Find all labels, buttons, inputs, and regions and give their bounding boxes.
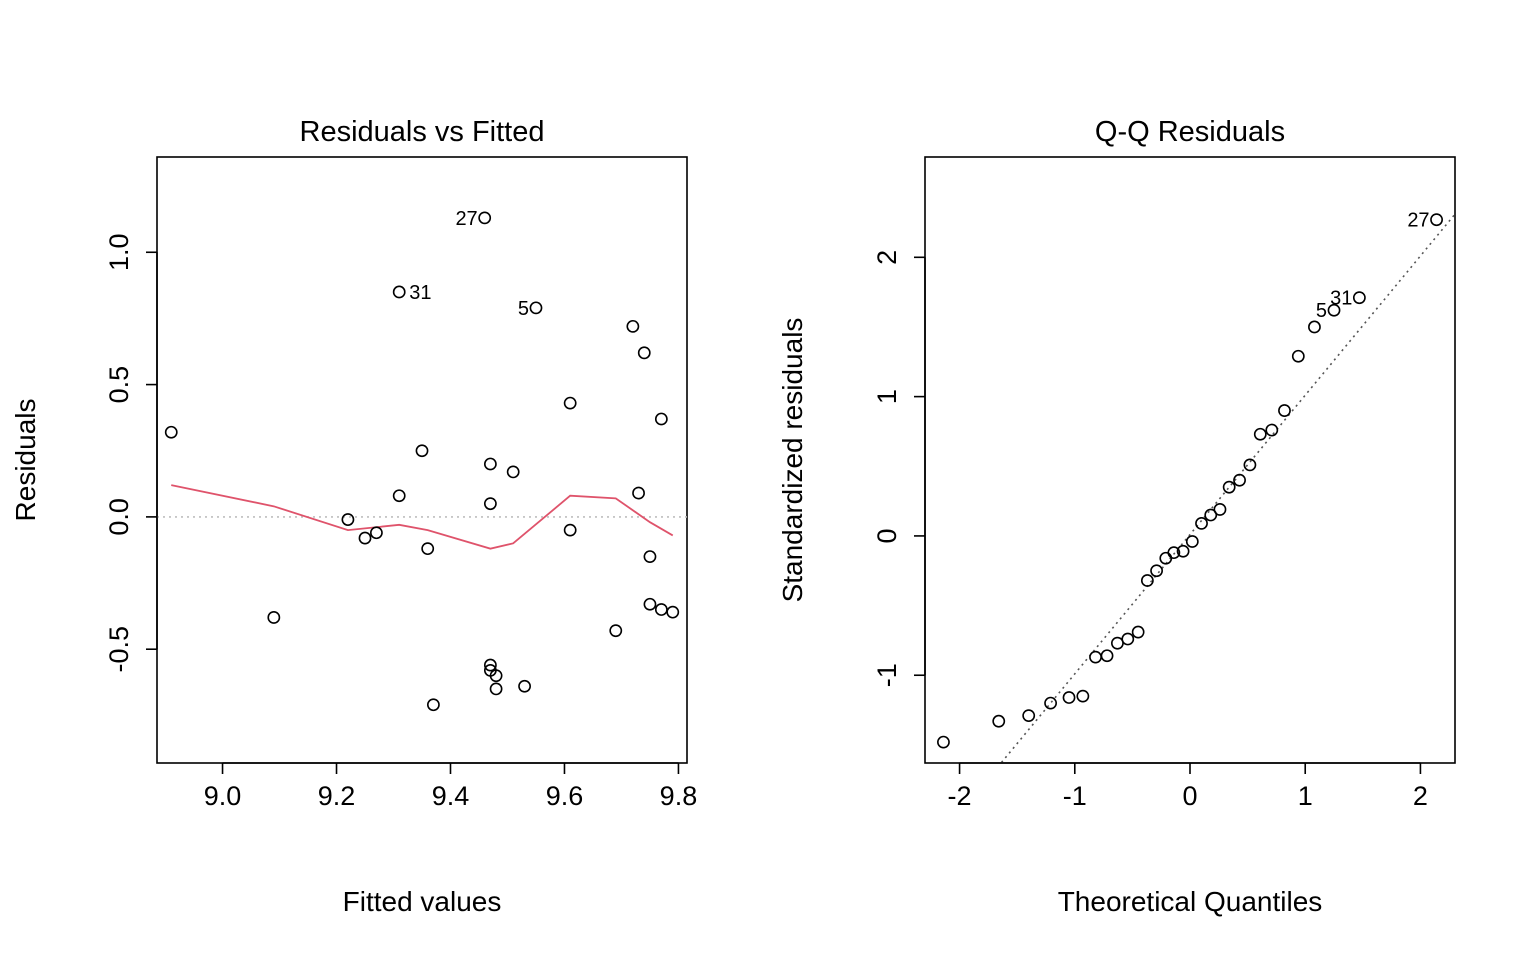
- data-point: [1195, 516, 1208, 530]
- data-point: [1150, 564, 1163, 578]
- x-tick-label: 9.4: [432, 781, 470, 811]
- point-id-label: 5: [518, 298, 529, 320]
- y-tick-label: 1.0: [104, 233, 134, 271]
- data-point: [992, 714, 1006, 728]
- y-tick-label: -1: [872, 663, 902, 687]
- data-point: [1213, 503, 1227, 516]
- data-point: [1233, 473, 1246, 487]
- x-tick-label: 9.2: [318, 781, 356, 811]
- x-tick-label: 1: [1298, 781, 1313, 811]
- data-point: [637, 346, 651, 360]
- data-point: [1121, 632, 1135, 646]
- qq-residuals-panel: Q-Q Residuals Theoretical Quantiles Stan…: [777, 116, 1456, 917]
- data-point: [609, 624, 623, 638]
- data-point: [1044, 696, 1057, 710]
- data-point: [937, 735, 950, 749]
- point-id-label: 31: [1330, 288, 1352, 310]
- point-id-label: 5: [1316, 300, 1327, 322]
- data-point: [1022, 709, 1036, 723]
- data-point: [1062, 691, 1076, 704]
- data-point: [518, 679, 531, 693]
- data-point: [1176, 544, 1190, 558]
- data-point: [1352, 291, 1366, 305]
- x-tick-label: 2: [1413, 781, 1428, 811]
- data-point: [529, 301, 543, 315]
- data-point: [1111, 636, 1124, 650]
- data-point: [654, 603, 668, 616]
- data-point: [1140, 574, 1154, 587]
- x-tick-label: -2: [948, 781, 972, 811]
- data-point: [643, 550, 657, 563]
- data-point: [421, 542, 435, 556]
- y-tick-label: -0.5: [104, 626, 134, 673]
- data-point: [1243, 458, 1257, 472]
- data-point: [426, 698, 440, 712]
- data-point: [1291, 349, 1305, 363]
- point-id-label: 27: [1407, 210, 1429, 232]
- smooth-trend-line: [171, 484, 674, 550]
- data-point: [563, 523, 577, 537]
- data-point: [666, 605, 680, 619]
- data-point: [267, 611, 281, 624]
- x-axis-label: Fitted values: [343, 886, 502, 917]
- y-tick-label: 1: [872, 389, 902, 404]
- panel-title: Q-Q Residuals: [1095, 116, 1285, 148]
- data-point: [643, 597, 657, 611]
- y-axis-label: Residuals: [10, 399, 41, 522]
- point-id-label: 31: [409, 282, 431, 304]
- data-point: [341, 513, 355, 526]
- data-point: [1089, 650, 1102, 664]
- data-point: [478, 211, 492, 225]
- x-tick-label: -1: [1063, 781, 1087, 811]
- plot-frame: [156, 156, 688, 764]
- data-point: [1076, 689, 1090, 703]
- data-point: [483, 658, 497, 672]
- data-point: [1327, 303, 1341, 317]
- qq-reference-line: [1000, 213, 1455, 763]
- residuals-vs-fitted-panel: Residuals vs Fitted Fitted values Residu…: [10, 116, 697, 917]
- plot-frame: [924, 156, 1456, 764]
- data-point: [483, 457, 497, 471]
- data-point: [392, 489, 406, 503]
- data-point: [654, 412, 668, 426]
- data-point: [506, 465, 520, 479]
- x-tick-label: 9.8: [660, 781, 698, 811]
- data-point: [392, 285, 406, 299]
- panel-title: Residuals vs Fitted: [300, 116, 545, 148]
- y-axis-label: Standardized residuals: [777, 318, 808, 603]
- y-tick-label: 0.5: [104, 366, 134, 404]
- data-point: [1131, 625, 1145, 639]
- data-point: [370, 526, 383, 540]
- y-tick-label: 0: [872, 528, 902, 543]
- data-point: [1167, 546, 1181, 560]
- data-point: [1100, 649, 1114, 663]
- data-point: [358, 531, 372, 545]
- data-point: [1185, 535, 1199, 548]
- data-point: [489, 682, 503, 696]
- data-point: [632, 486, 645, 500]
- data-point: [1265, 423, 1279, 437]
- y-tick-label: 0.0: [104, 498, 134, 536]
- data-point: [1278, 404, 1291, 417]
- data-point: [483, 497, 497, 511]
- x-axis-label: Theoretical Quantiles: [1058, 886, 1323, 917]
- data-point: [563, 396, 577, 410]
- data-point: [1204, 508, 1218, 522]
- x-tick-label: 9.6: [546, 781, 584, 811]
- x-tick-label: 0: [1182, 781, 1197, 811]
- point-id-label: 27: [455, 208, 477, 230]
- x-tick-label: 9.0: [204, 781, 242, 811]
- data-point: [489, 669, 503, 683]
- data-point: [164, 425, 178, 439]
- y-tick-label: 2: [872, 250, 902, 265]
- data-point: [626, 319, 640, 333]
- data-point: [1222, 480, 1236, 494]
- data-point: [415, 444, 429, 458]
- data-point: [1253, 427, 1267, 441]
- data-point: [1430, 213, 1443, 227]
- data-point: [1308, 320, 1321, 334]
